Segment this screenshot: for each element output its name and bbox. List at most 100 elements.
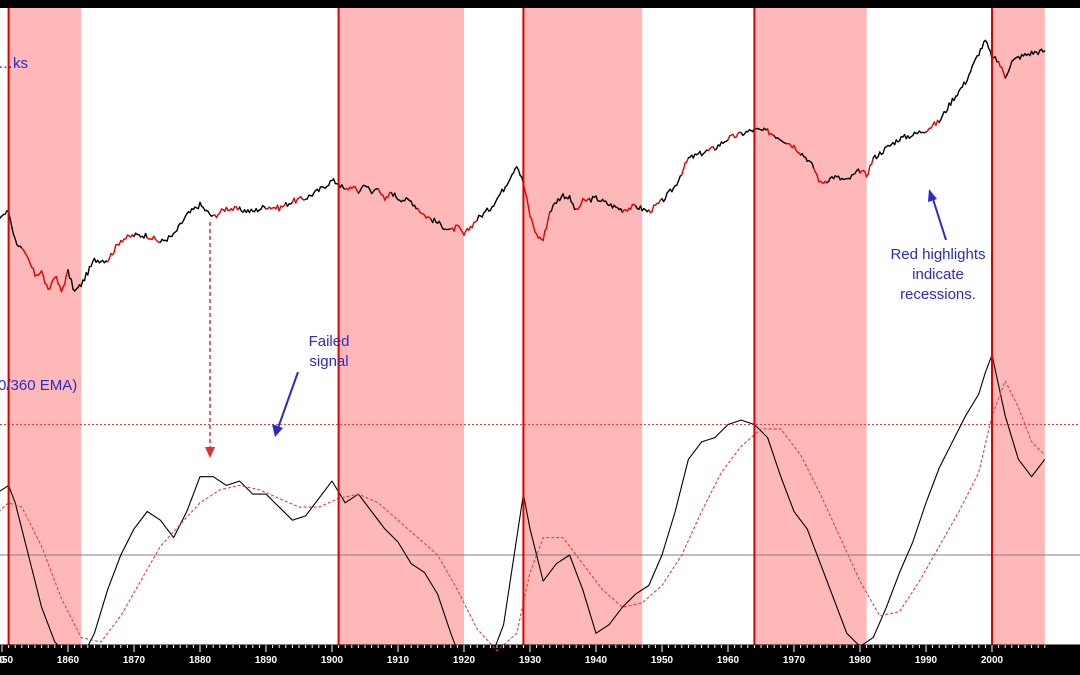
price-segment bbox=[481, 212, 485, 218]
price-segment bbox=[550, 204, 554, 212]
price-segment bbox=[961, 81, 965, 88]
recession-band bbox=[992, 8, 1045, 645]
price-segment bbox=[9, 218, 13, 228]
price-segment bbox=[580, 198, 584, 205]
price-segment bbox=[676, 180, 680, 186]
price-segment bbox=[527, 205, 531, 217]
price-segment bbox=[530, 218, 534, 227]
signal-lines bbox=[7, 8, 993, 645]
price-segment bbox=[1001, 66, 1005, 74]
x-tick-label: 1850 bbox=[0, 655, 14, 666]
price-segment bbox=[199, 201, 203, 208]
price-segment bbox=[45, 283, 49, 291]
annotations: …ks 0/360 EMA) Red highlights indicate r… bbox=[0, 55, 986, 437]
price-segment bbox=[978, 48, 982, 57]
price-segment bbox=[27, 258, 31, 264]
failed-signal-arrowhead bbox=[272, 424, 283, 437]
price-segment bbox=[682, 162, 686, 170]
price-segment bbox=[969, 65, 973, 73]
oscillator-ema-line bbox=[0, 380, 1046, 652]
price-segment bbox=[956, 90, 960, 97]
price-segment bbox=[692, 153, 696, 159]
x-tick-label: 1910 bbox=[387, 655, 410, 666]
price-segment bbox=[572, 203, 576, 211]
price-segment bbox=[804, 156, 808, 162]
price-segment bbox=[766, 128, 770, 136]
price-segment bbox=[463, 230, 467, 236]
price-segment bbox=[40, 270, 44, 277]
price-segment bbox=[532, 225, 536, 233]
bottom-panel-title: 0/360 EMA) bbox=[0, 377, 77, 394]
x-tick-label: 1950 bbox=[651, 655, 674, 666]
failed-signal-annotation-line-1: Failed bbox=[309, 333, 350, 350]
price-segment bbox=[387, 191, 391, 198]
price-segment bbox=[590, 195, 594, 203]
price-segment bbox=[108, 252, 112, 260]
x-tick-label: 2000 bbox=[981, 655, 1004, 666]
price-segment bbox=[651, 204, 655, 213]
price-segment bbox=[63, 274, 68, 285]
price-segment bbox=[629, 203, 633, 211]
price-segment bbox=[440, 223, 444, 230]
price-segment bbox=[29, 262, 33, 269]
x-tick-label-partial: 0 bbox=[0, 655, 5, 666]
x-tick-label: 1870 bbox=[123, 655, 146, 666]
failed-signal-annotation-line-2: signal bbox=[309, 353, 348, 370]
price-segment bbox=[471, 221, 475, 229]
price-segment bbox=[67, 269, 71, 279]
recession-annotation-arrow bbox=[931, 195, 947, 241]
price-segment bbox=[42, 274, 46, 285]
price-segment bbox=[994, 56, 998, 63]
price-segment bbox=[55, 275, 59, 285]
price-segment bbox=[715, 144, 719, 150]
price-segment bbox=[1042, 50, 1046, 53]
recession-annotation-line-3: recessions. bbox=[900, 286, 976, 303]
price-segment bbox=[664, 192, 668, 200]
price-segment bbox=[60, 286, 64, 293]
price-segment bbox=[981, 41, 985, 50]
recession-annotation-arrowhead bbox=[928, 189, 937, 202]
price-segment bbox=[318, 186, 322, 193]
x-tick-label: 1930 bbox=[519, 655, 542, 666]
x-tick-label: 1880 bbox=[189, 655, 212, 666]
price-segment bbox=[562, 193, 566, 200]
price-segment bbox=[893, 139, 897, 146]
price-segment bbox=[686, 157, 690, 163]
price-segment bbox=[867, 165, 871, 175]
price-segment bbox=[219, 208, 223, 214]
recession-band bbox=[338, 8, 464, 645]
oscillator-line bbox=[0, 354, 1046, 674]
price-segment bbox=[1019, 53, 1023, 60]
x-tick-label: 1890 bbox=[255, 655, 278, 666]
price-segment bbox=[144, 232, 148, 239]
price-segment bbox=[32, 267, 36, 277]
x-tick-label: 1860 bbox=[57, 655, 80, 666]
x-tick-label: 1960 bbox=[717, 655, 740, 666]
price-segment bbox=[517, 169, 521, 176]
x-tick-label: 1940 bbox=[585, 655, 608, 666]
price-segment bbox=[87, 265, 91, 276]
price-segment bbox=[14, 238, 18, 246]
x-tick-label: 1920 bbox=[453, 655, 476, 666]
x-tick-label: 1980 bbox=[849, 655, 872, 666]
price-segment bbox=[595, 195, 599, 202]
price-segment bbox=[476, 214, 480, 222]
price-segment bbox=[83, 272, 87, 282]
price-segment bbox=[898, 135, 902, 142]
price-segment bbox=[12, 233, 16, 240]
x-axis: 1850 1860 1870 1880 1890 1900 1910 1920 1930 1940… bbox=[0, 644, 1080, 666]
price-panel bbox=[0, 39, 1046, 293]
price-segment bbox=[11, 226, 15, 236]
price-segment bbox=[950, 97, 954, 106]
price-segment bbox=[1009, 60, 1013, 68]
price-segment bbox=[453, 224, 457, 232]
price-segment bbox=[535, 233, 539, 239]
price-segment bbox=[547, 211, 551, 220]
price-segment bbox=[997, 60, 1001, 68]
price-segment bbox=[113, 244, 117, 253]
price-segment bbox=[542, 230, 546, 242]
price-segment bbox=[849, 174, 853, 180]
oscillator-panel bbox=[0, 354, 1046, 674]
price-segment bbox=[953, 95, 957, 102]
recession-band bbox=[754, 8, 867, 645]
